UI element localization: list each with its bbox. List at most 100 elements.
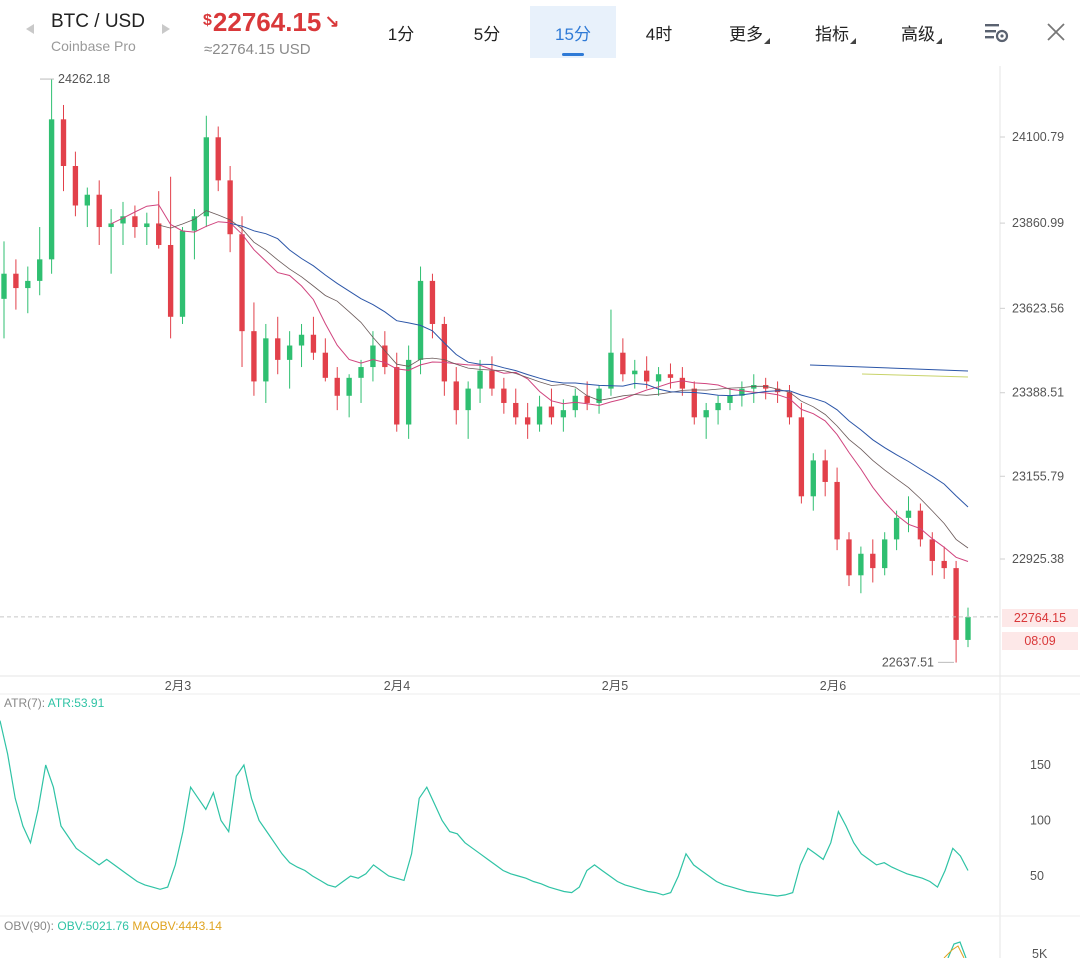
candle-body [1, 273, 7, 299]
dropdown-corner-icon [936, 38, 942, 44]
pair-name[interactable]: BTC / USD [51, 11, 145, 32]
y-axis-tick-label: 23623.56 [1012, 301, 1064, 315]
candle-body [370, 345, 376, 368]
tab-indicators[interactable]: 指标 [798, 6, 866, 58]
ma-line-blue [229, 222, 969, 508]
obv-title: OBV(90): [4, 919, 55, 933]
tab-advanced[interactable]: 高级 [884, 6, 952, 58]
candle-body [179, 230, 186, 317]
candle-body [394, 367, 400, 425]
y-axis-tick-label: 23388.51 [1012, 386, 1064, 400]
candle-body [929, 539, 935, 561]
candle-body [655, 374, 662, 382]
tab-1m[interactable]: 1分 [370, 6, 432, 58]
candle-body [441, 323, 448, 382]
candle-body [60, 119, 67, 167]
candle-body [334, 377, 340, 396]
candle-body [501, 388, 507, 403]
candle-body [834, 481, 840, 540]
tab-label: 15分 [555, 24, 591, 44]
candle-body [275, 338, 281, 360]
candle-body [727, 395, 733, 403]
candle-body [215, 137, 221, 181]
y-axis-tick-label: 23155.79 [1012, 469, 1064, 483]
candle-body [513, 402, 519, 418]
low-price-label: 22637.51 [882, 655, 934, 669]
candle-body [72, 166, 79, 206]
candle-body [965, 616, 971, 640]
candle-body [846, 539, 852, 576]
tab-5m[interactable]: 5分 [456, 6, 518, 58]
current-price: $22764.15 ↘ [203, 7, 339, 38]
candle-body [667, 374, 674, 378]
chart-header: BTC / USD Coinbase Pro $22764.15 ↘ ≈22764… [0, 0, 1080, 62]
candle-body [13, 273, 19, 289]
candle-body [632, 370, 638, 375]
tab-more[interactable]: 更多 [712, 6, 780, 58]
tab-15m[interactable]: 15分 [530, 6, 616, 58]
atr-y-axis-label: 150 [1030, 758, 1051, 772]
price-currency: $ [203, 12, 212, 29]
atr-indicator-label[interactable]: ATR(7): ATR:53.91 [4, 696, 104, 710]
obv-y-axis-label: 5K [1032, 947, 1048, 958]
candle-body [751, 385, 757, 389]
atr-y-axis-label: 100 [1030, 814, 1051, 828]
candle-body [870, 553, 876, 569]
chart-settings-icon[interactable] [982, 18, 1010, 46]
candle-body [120, 216, 126, 224]
current-price-tag: 22764.15 [1002, 609, 1078, 627]
candle-body [703, 410, 709, 418]
candle-body [691, 388, 697, 418]
tab-label: 更多 [729, 24, 763, 44]
candle-body [25, 280, 31, 289]
candle-body [84, 194, 90, 206]
candle-body [37, 259, 43, 281]
candle-body [715, 402, 721, 411]
previous-pair-icon[interactable] [26, 24, 34, 34]
candle-body [465, 388, 471, 411]
candle-body [429, 280, 436, 324]
candle-body [48, 119, 55, 260]
candle-body [417, 280, 424, 360]
candle-body [584, 395, 590, 403]
y-axis-tick-label: 22925.38 [1012, 552, 1064, 566]
candle-body [679, 377, 686, 389]
candle-body [144, 223, 150, 228]
candle-body [763, 385, 769, 389]
candle-body [358, 367, 364, 378]
ma-line-blue-long [809, 364, 969, 372]
candle-body [310, 334, 317, 353]
candle-body [132, 216, 138, 228]
x-axis-date-label: 2月5 [602, 679, 628, 693]
atr-title: ATR(7): [4, 696, 46, 710]
candle-body [524, 417, 531, 425]
candle-body [239, 234, 245, 332]
tab-label: 指标 [815, 24, 849, 44]
next-pair-icon[interactable] [162, 24, 170, 34]
candle-body [453, 381, 459, 411]
candle-body [739, 388, 745, 396]
candle-body [620, 352, 626, 375]
arrow-down-right-icon: ↘ [324, 12, 340, 32]
candle-body [251, 331, 257, 382]
candle-body [191, 216, 198, 231]
candle-body [786, 392, 793, 418]
x-axis-date-label: 2月4 [384, 679, 410, 693]
countdown-tag: 08:09 [1002, 632, 1078, 650]
tab-label: 1分 [387, 24, 415, 44]
close-icon[interactable] [1044, 20, 1068, 44]
x-axis-date-label: 2月6 [820, 679, 846, 693]
high-price-label: 24262.18 [58, 72, 110, 86]
candle-body [608, 352, 614, 389]
candle-body [156, 223, 162, 245]
candle-body [227, 180, 233, 235]
obv-indicator-label[interactable]: OBV(90): OBV:5021.76 MAOBV:4443.14 [4, 919, 222, 933]
candle-body [548, 406, 555, 418]
candle-body [536, 406, 543, 425]
dropdown-corner-icon [764, 38, 770, 44]
candle-body [382, 345, 388, 368]
candle-body [905, 510, 912, 518]
tab-4h[interactable]: 4时 [628, 6, 690, 58]
